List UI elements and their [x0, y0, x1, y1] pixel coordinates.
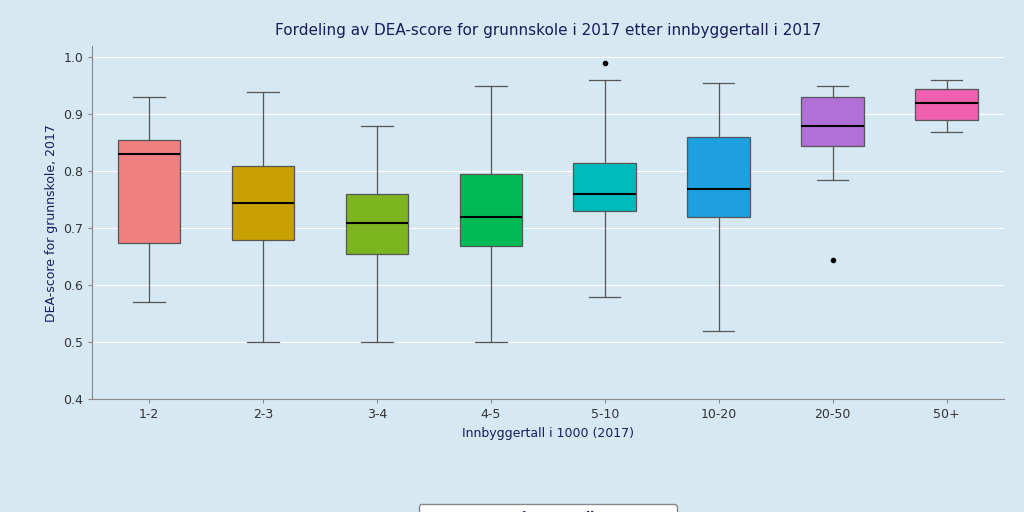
PathPatch shape: [346, 194, 409, 254]
PathPatch shape: [231, 166, 294, 240]
PathPatch shape: [802, 97, 864, 146]
Legend: 1-2, 2-3, 3-4, 4-5, 5-10, 10-20, 20-50, 50+: 1-2, 2-3, 3-4, 4-5, 5-10, 10-20, 20-50, …: [419, 504, 677, 512]
PathPatch shape: [915, 89, 978, 120]
PathPatch shape: [573, 163, 636, 211]
X-axis label: Innbyggertall i 1000 (2017): Innbyggertall i 1000 (2017): [462, 427, 634, 440]
Title: Fordeling av DEA-score for grunnskole i 2017 etter innbyggertall i 2017: Fordeling av DEA-score for grunnskole i …: [274, 23, 821, 38]
PathPatch shape: [460, 174, 522, 246]
Y-axis label: DEA-score for grunnskole, 2017: DEA-score for grunnskole, 2017: [45, 124, 57, 322]
PathPatch shape: [118, 140, 180, 243]
PathPatch shape: [687, 137, 750, 217]
